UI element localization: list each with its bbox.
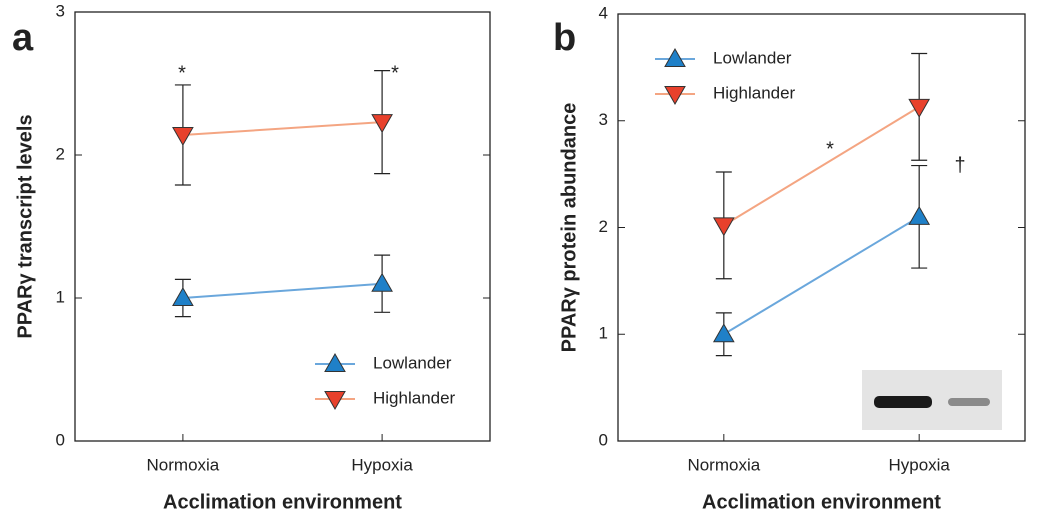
- western-blot-inset: [862, 370, 1002, 430]
- page: a 0 1 2 3 Normoxia Hypoxia Acclimation environm…: [0, 0, 1041, 524]
- annotation: *: [391, 62, 399, 84]
- x-tick-label: Normoxia: [687, 455, 760, 474]
- blot-band: [874, 396, 932, 408]
- y-tick-label: 2: [56, 144, 65, 163]
- y-tick-label: 2: [599, 217, 608, 236]
- annotation: *: [826, 138, 834, 160]
- marker: [372, 274, 392, 292]
- y-tick-label: 1: [599, 324, 608, 343]
- x-tick-label: Normoxia: [147, 455, 220, 474]
- y-tick-label: 1: [56, 287, 65, 306]
- legend-marker: [325, 354, 345, 372]
- legend-label: Highlander: [713, 83, 796, 102]
- y-tick-label: 4: [599, 3, 608, 22]
- x-tick-label: Hypoxia: [351, 455, 413, 474]
- y-axis-title: PPARγ transcript levels: [14, 114, 36, 338]
- legend-marker: [665, 49, 685, 67]
- legend-label: Highlander: [373, 388, 456, 407]
- marker: [714, 218, 734, 236]
- series-line: [183, 284, 382, 298]
- legend-label: Lowlander: [373, 353, 452, 372]
- series-line: [724, 107, 919, 225]
- legend-marker: [325, 392, 345, 410]
- y-axis-title: PPARγ protein abundance: [558, 103, 580, 353]
- marker: [714, 324, 734, 342]
- legend-label: Lowlander: [713, 48, 792, 67]
- marker: [909, 207, 929, 225]
- x-tick-label: Hypoxia: [888, 455, 950, 474]
- figure: a 0 1 2 3 Normoxia Hypoxia Acclimation environm…: [0, 0, 1041, 519]
- marker: [173, 127, 193, 144]
- x-axis-title: Acclimation environment: [163, 491, 402, 513]
- panel-letter: b: [553, 17, 576, 59]
- series-line: [183, 122, 382, 135]
- series-line: [724, 217, 919, 334]
- panel-letter: a: [12, 17, 34, 59]
- y-tick-label: 3: [56, 1, 65, 20]
- marker: [909, 99, 929, 117]
- y-tick-label: 0: [56, 430, 65, 449]
- annotation: *: [178, 62, 186, 84]
- legend-marker: [665, 87, 685, 105]
- blot-band: [948, 398, 990, 406]
- x-axis-title: Acclimation environment: [702, 491, 941, 513]
- annotation: †: [954, 154, 965, 176]
- y-tick-label: 0: [599, 430, 608, 449]
- y-tick-label: 3: [599, 110, 608, 129]
- plot-frame: [75, 12, 490, 441]
